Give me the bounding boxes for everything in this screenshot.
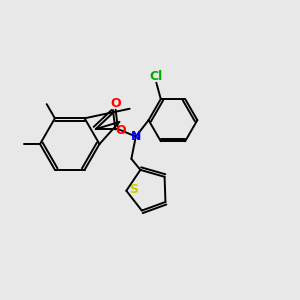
Text: N: N <box>131 130 142 143</box>
Text: Cl: Cl <box>150 70 163 83</box>
Text: O: O <box>110 97 121 110</box>
Text: O: O <box>116 124 126 137</box>
Text: S: S <box>129 183 138 196</box>
